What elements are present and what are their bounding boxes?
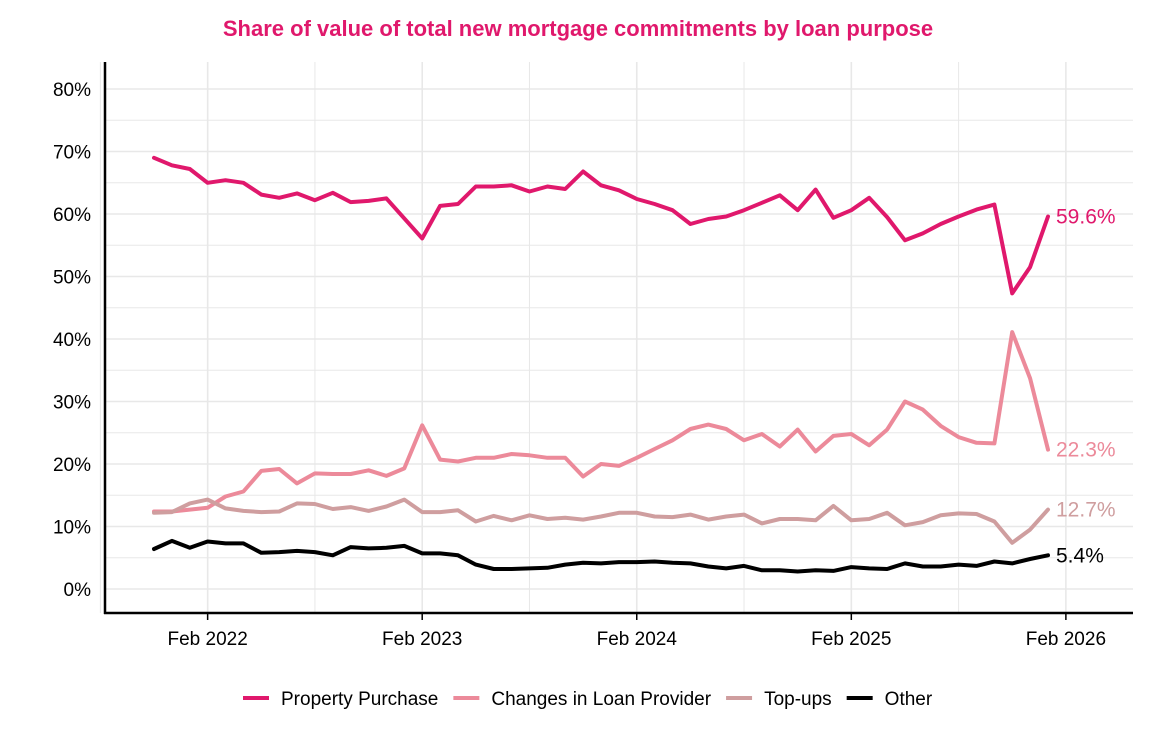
y-tick-label: 20% (53, 455, 91, 476)
legend-label: Top-ups (764, 689, 832, 710)
legend-label: Property Purchase (281, 689, 438, 710)
x-tick-label: Feb 2023 (382, 629, 462, 650)
y-tick-label: 0% (64, 580, 92, 601)
x-tick-label: Feb 2025 (811, 629, 891, 650)
legend: Property Purchase Changes in Loan Provide… (243, 689, 933, 710)
x-tick-label: Feb 2024 (597, 629, 678, 650)
series-line-top-ups (152, 497, 1050, 545)
x-tick-label: Feb 2026 (1026, 629, 1106, 650)
x-tick-label: Feb 2022 (167, 629, 247, 650)
end-labels: 59.6% 22.3% 12.7% 5.4% (1056, 206, 1116, 568)
y-tick-label: 30% (53, 393, 91, 414)
y-tick-label: 80% (53, 80, 91, 101)
end-label: 22.3% (1056, 439, 1116, 462)
grid (99, 62, 1133, 613)
end-label: 12.7% (1056, 499, 1116, 522)
end-label: 5.4% (1056, 544, 1104, 567)
chart-title: Share of value of total new mortgage com… (223, 16, 933, 41)
y-tick-label: 50% (53, 268, 91, 289)
series-line-other (152, 538, 1050, 574)
y-tick-label: 60% (53, 205, 91, 226)
legend-label: Other (885, 689, 933, 710)
end-label: 59.6% (1056, 206, 1116, 229)
axes: 0% 10% 20% 30% 40% 50% 60% 70% 80% Feb 2022 Feb 20… (53, 62, 1133, 650)
series-lines (152, 155, 1050, 574)
y-tick-label: 70% (53, 143, 91, 164)
y-tick-label: 10% (53, 518, 91, 539)
y-tick-label: 40% (53, 330, 91, 351)
series-line-changes-in-loan-provider (152, 330, 1050, 514)
legend-label: Changes in Loan Provider (491, 689, 711, 710)
series-line-property-purchase (152, 155, 1050, 296)
